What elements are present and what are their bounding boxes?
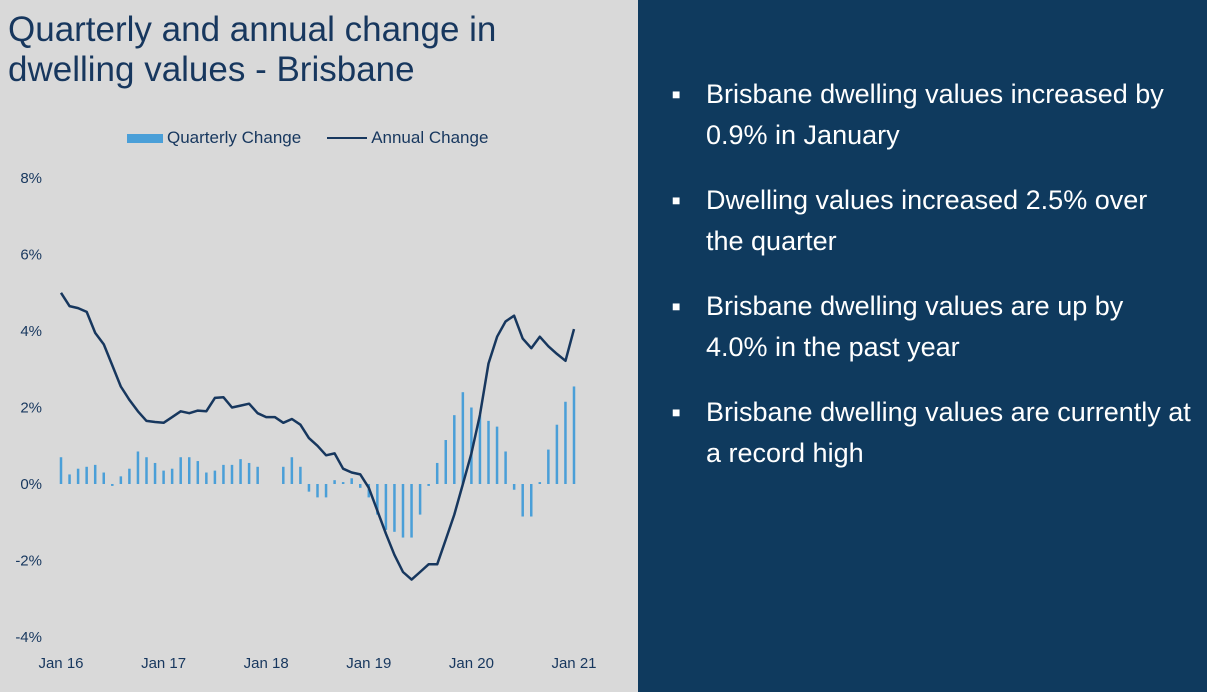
x-tick-label: Jan 19 (346, 655, 391, 672)
x-tick-label: Jan 18 (244, 655, 289, 672)
quarterly-change-bar (239, 459, 242, 484)
quarterly-change-bar (222, 464, 225, 484)
quarterly-change-bar (512, 484, 516, 490)
quarterly-change-bar (504, 451, 507, 484)
quarterly-change-bar (85, 466, 88, 484)
quarterly-change-bar (376, 484, 379, 515)
quarterly-change-bar (136, 451, 140, 484)
quarterly-change-bar (188, 457, 191, 484)
quarterly-change-bar (470, 407, 473, 484)
quarterly-change-bar (316, 484, 319, 498)
y-tick-label: 6% (20, 247, 42, 264)
quarterly-change-bar (538, 482, 542, 484)
quarterly-change-bar (487, 420, 490, 484)
quarterly-change-bar (145, 457, 148, 484)
summary-bullet-text: Brisbane dwelling values are up by 4.0% … (706, 291, 1124, 362)
quarterly-change-bar (495, 426, 499, 484)
quarterly-change-bar (547, 449, 550, 484)
quarterly-change-bar (230, 464, 234, 484)
quarterly-change-bar (359, 484, 362, 488)
legend-label-quarterly: Quarterly Change (167, 128, 302, 147)
quarterly-change-bar (256, 466, 259, 484)
chart-panel: Quarterly and annual change in dwelling … (8, 10, 597, 672)
y-tick-label: 4% (20, 323, 42, 340)
quarterly-change-bar (401, 484, 405, 538)
quarterly-change-bar (427, 484, 430, 486)
quarterly-change-bar (350, 478, 353, 484)
quarterly-change-bar (76, 468, 80, 484)
y-tick-label: -4% (15, 629, 42, 646)
y-axis: 8% 6% 4% 2% 0% -2% -4% (15, 170, 42, 646)
quarterly-change-bar (290, 457, 294, 484)
quarterly-change-bar (393, 484, 396, 532)
quarterly-change-bar (384, 484, 388, 530)
summary-bullet-text: Brisbane dwelling values are currently a… (706, 397, 1191, 468)
quarterly-change-bar (307, 484, 311, 492)
legend-swatch-quarterly (127, 133, 163, 143)
quarterly-change-bar (119, 476, 123, 484)
summary-bullet-text: Dwelling values increased 2.5% over the … (706, 185, 1148, 256)
quarterly-change-bar (196, 461, 200, 484)
square-bullet-icon: ■ (672, 192, 681, 208)
quarterly-change-bar (213, 470, 217, 484)
summary-bullet: ■ Brisbane dwelling values are currently… (672, 392, 1192, 474)
quarterly-change-bar (572, 386, 576, 484)
square-bullet-icon: ■ (672, 298, 681, 314)
quarterly-change-bar (444, 440, 447, 484)
chart-legend: Quarterly Change Annual Change (127, 127, 488, 149)
quarterly-change-bar (341, 482, 345, 484)
quarterly-change-bar (102, 472, 105, 484)
y-tick-label: 8% (20, 170, 42, 187)
quarterly-change-bar (170, 468, 174, 484)
x-tick-label: Jan 17 (141, 655, 186, 672)
x-tick-label: Jan 21 (551, 655, 596, 672)
quarterly-change-bar (478, 415, 482, 484)
quarterly-change-bar (162, 470, 165, 484)
quarterly-change-bar (282, 466, 285, 484)
quarterly-change-bar (111, 484, 114, 486)
summary-bullet-text: Brisbane dwelling values increased by 0.… (706, 79, 1164, 150)
quarterly-change-bar (128, 468, 131, 484)
summary-bullet-list: ■ Brisbane dwelling values increased by … (672, 74, 1192, 498)
quarterly-change-bar (418, 484, 422, 515)
quarterly-change-bar (564, 401, 567, 484)
legend-label-annual: Annual Change (371, 128, 489, 147)
quarterly-change-bar (324, 484, 328, 498)
summary-panel: ■ Brisbane dwelling values increased by … (638, 0, 1207, 692)
quarterly-change-bar (530, 484, 533, 517)
quarterly-change-bar (68, 474, 71, 484)
quarterly-change-bar (153, 462, 157, 484)
quarterly-change-bar (461, 392, 465, 484)
x-tick-label: Jan 16 (38, 655, 83, 672)
square-bullet-icon: ■ (672, 86, 681, 102)
annual-change-line (59, 292, 576, 581)
quarterly-change-bar (435, 462, 439, 484)
y-tick-label: 2% (20, 400, 42, 417)
quarterly-change-bar (410, 484, 413, 538)
x-axis: Jan 16 Jan 17 Jan 18 Jan 19 Jan 20 Jan 21 (38, 655, 596, 672)
quarterly-change-bar (205, 472, 208, 484)
chart: 8%6%4%2%0%-2%-4% Jan 16 Jan 17 Jan 18 Jan 1… (15, 170, 596, 672)
summary-bullet: ■ Brisbane dwelling values increased by … (672, 74, 1192, 156)
quarterly-change-bar (93, 464, 97, 484)
quarterly-change-bar (453, 415, 456, 484)
x-tick-label: Jan 20 (449, 655, 494, 672)
quarterly-change-bar (333, 480, 336, 484)
quarterly-change-bar (555, 424, 559, 484)
quarterly-change-bar (299, 466, 302, 484)
summary-bullet: ■ Brisbane dwelling values are up by 4.0… (672, 286, 1192, 368)
y-tick-label: -2% (15, 553, 42, 570)
y-tick-label: 0% (20, 476, 42, 493)
quarterly-change-bar (247, 462, 251, 484)
quarterly-change-bar (59, 457, 63, 484)
legend-swatch-annual (327, 137, 368, 139)
page-title: Quarterly and annual change in dwelling … (8, 10, 497, 89)
annual-change-line-group (59, 292, 576, 581)
quarterly-change-bar (521, 484, 524, 517)
quarterly-change-bar (179, 457, 182, 484)
summary-bullet: ■ Dwelling values increased 2.5% over th… (672, 180, 1192, 262)
square-bullet-icon: ■ (672, 404, 681, 420)
